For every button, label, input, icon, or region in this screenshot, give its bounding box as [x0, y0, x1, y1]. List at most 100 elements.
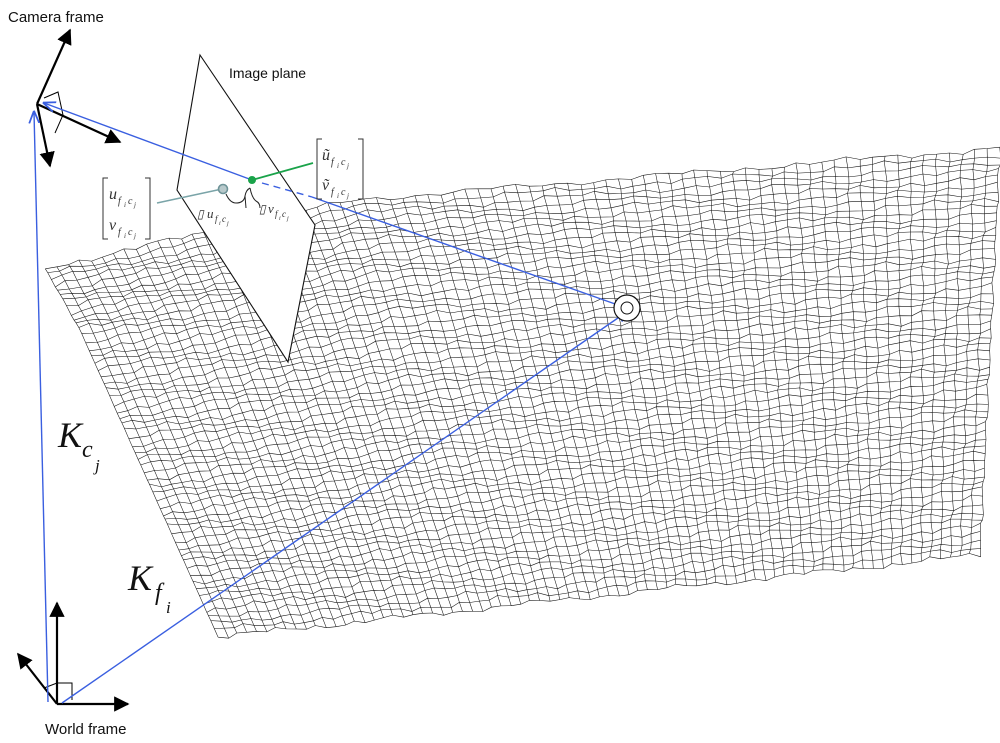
mesh-line	[113, 253, 276, 628]
mesh-line	[157, 240, 316, 626]
mesh-line	[845, 156, 864, 569]
residual-dv-label: ▯ v f i c j	[259, 201, 289, 222]
mesh-line	[376, 197, 502, 606]
mesh-line	[136, 249, 297, 630]
mesh-line	[477, 188, 581, 600]
mesh-line	[208, 531, 981, 617]
mesh-line	[929, 154, 938, 557]
svg-text:f: f	[118, 196, 122, 207]
mesh-line	[783, 167, 815, 571]
svg-text:i: i	[337, 162, 339, 170]
svg-text:K: K	[127, 558, 154, 598]
k-feature-label: K f i	[127, 558, 171, 617]
mesh-line	[102, 256, 268, 633]
mesh-line	[959, 149, 975, 556]
mesh-line	[980, 147, 1000, 557]
svg-text:c: c	[282, 209, 286, 219]
mesh-line	[316, 207, 453, 613]
svg-text:u: u	[207, 206, 214, 221]
svg-text:ṽ: ṽ	[322, 177, 330, 194]
mesh-line	[147, 384, 987, 481]
mesh-line	[56, 266, 229, 639]
residual-du-label: ▯ u f i c j	[197, 206, 229, 227]
svg-text:c: c	[128, 196, 133, 207]
mesh-line	[859, 159, 874, 569]
mesh-line	[294, 212, 433, 614]
mesh-line	[327, 202, 463, 612]
mesh-line	[91, 257, 996, 356]
mesh-line	[567, 183, 648, 590]
mesh-line	[909, 158, 913, 564]
projection-ray-dashed	[261, 182, 313, 198]
mesh-line	[693, 169, 747, 582]
svg-text:c: c	[128, 227, 133, 238]
mesh-line	[968, 148, 988, 554]
mesh-line	[91, 260, 257, 632]
mesh-line	[605, 179, 677, 585]
residual-brace	[225, 187, 261, 209]
mesh-line	[502, 186, 600, 597]
mesh-line	[45, 268, 219, 638]
mesh-line	[390, 199, 512, 606]
mesh-line	[203, 232, 355, 622]
svg-text:K: K	[57, 415, 84, 455]
svg-text:i: i	[166, 598, 171, 617]
mesh-line	[339, 202, 473, 612]
mesh-line	[68, 264, 238, 634]
svg-text:v: v	[109, 217, 117, 234]
mesh-line	[642, 175, 707, 585]
mesh-line	[833, 159, 854, 568]
predicted-point	[248, 176, 256, 184]
svg-text:f: f	[331, 187, 335, 198]
camera-frame-axes	[35, 28, 122, 168]
measured-uv-vector: u f i c j v f i c j	[102, 177, 151, 240]
predicted-uv-vector: ũ f i c j ṽ f i c j	[316, 138, 364, 200]
svg-text:j: j	[346, 162, 349, 170]
camera-ray-to-plane	[44, 103, 253, 181]
mesh-line	[464, 188, 570, 598]
projection-ray	[311, 196, 619, 306]
mesh-line	[920, 154, 925, 562]
mesh-line	[758, 169, 794, 574]
svg-text:i: i	[124, 232, 126, 240]
camera-frame-label: Camera frame	[8, 9, 104, 26]
mesh-line	[681, 173, 737, 584]
svg-text:f: f	[118, 227, 122, 238]
mesh-line	[706, 170, 756, 580]
mesh-line	[720, 171, 767, 581]
mesh-line	[363, 198, 492, 608]
mesh-line	[631, 179, 698, 586]
svg-text:u: u	[109, 186, 117, 203]
mesh-line	[78, 259, 247, 633]
mesh-line	[196, 504, 983, 589]
ray-vectors	[34, 103, 628, 704]
mesh-line	[109, 301, 994, 396]
svg-text:c: c	[222, 214, 226, 224]
svg-text:f: f	[215, 214, 219, 224]
measured-leader-line	[156, 188, 223, 204]
svg-text:i: i	[337, 192, 339, 200]
svg-text:j: j	[133, 232, 136, 240]
mesh-line	[515, 184, 610, 596]
svg-text:j: j	[226, 221, 229, 227]
mesh-line	[440, 195, 551, 602]
svg-text:j: j	[346, 192, 349, 200]
svg-text:f: f	[331, 157, 335, 168]
svg-text:▯: ▯	[259, 202, 267, 216]
mesh-line	[146, 243, 307, 630]
predicted-leader-line	[251, 162, 314, 181]
mesh-line	[883, 156, 894, 564]
mesh-line	[402, 198, 522, 605]
svg-text:f: f	[275, 209, 279, 219]
mesh-line	[939, 152, 951, 559]
mesh-line	[732, 171, 776, 578]
mesh-line	[897, 154, 903, 565]
svg-text:i: i	[124, 201, 126, 209]
mesh-line	[490, 188, 591, 600]
mesh-line	[414, 195, 530, 601]
mesh-line	[618, 178, 687, 586]
mesh-line	[795, 162, 824, 570]
mesh-line	[94, 265, 996, 364]
mesh-line	[529, 186, 620, 597]
